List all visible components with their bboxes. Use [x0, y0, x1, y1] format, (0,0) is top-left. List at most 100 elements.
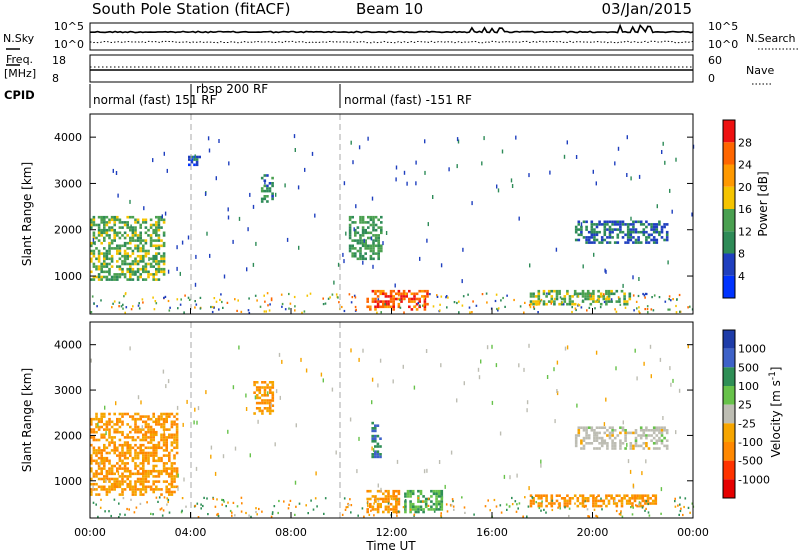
heatmap-cell [142, 469, 145, 473]
heatmap-cell [563, 154, 566, 159]
heatmap-cell [228, 161, 230, 166]
heatmap-cell [110, 469, 114, 473]
heatmap-cell [157, 446, 161, 450]
heatmap-cell [663, 429, 666, 432]
heatmap-cell [261, 394, 264, 397]
heatmap-cell [653, 294, 656, 297]
heatmap-cell [274, 442, 276, 447]
heatmap-cell [213, 306, 215, 309]
heatmap-cell [634, 228, 638, 231]
heatmap-cell [165, 384, 167, 389]
heatmap-cell [113, 223, 116, 227]
heatmap-cell [364, 257, 367, 261]
heatmap-cell [674, 505, 677, 508]
heatmap-cell [540, 509, 542, 512]
heatmap-cell [95, 438, 98, 442]
heatmap-cell [351, 247, 354, 250]
heatmap-cell [371, 508, 375, 511]
heatmap-cell [440, 514, 442, 517]
heatmap-cell [580, 442, 583, 445]
heatmap-cell [637, 220, 640, 224]
heatmap-cell [155, 433, 158, 437]
heatmap-cell [437, 508, 441, 511]
heatmap-cell [372, 226, 375, 229]
heatmap-cell [134, 239, 137, 242]
heatmap-cell [108, 420, 111, 424]
heatmap-cell [161, 514, 164, 517]
heatmap-cell [103, 464, 106, 468]
heatmap-cell [160, 215, 163, 219]
heatmap-cell [462, 247, 464, 252]
heatmap-cell [364, 241, 367, 245]
heatmap-cell [660, 434, 664, 437]
heatmap-cell [537, 504, 541, 508]
heatmap-cell [188, 158, 191, 161]
heatmap-cell [165, 449, 168, 452]
heatmap-cell [587, 426, 591, 429]
heatmap-cell [400, 295, 403, 298]
heatmap-cell [647, 233, 651, 237]
heatmap-cell [424, 500, 428, 503]
heatmap-cell [144, 262, 148, 266]
heatmap-cell [526, 515, 528, 518]
heatmap-cell [264, 180, 266, 185]
heatmap-cell [157, 488, 161, 491]
heatmap-cell [268, 391, 272, 394]
heatmap-cell [634, 444, 638, 448]
heatmap-cell [647, 241, 651, 244]
heatmap-cell [258, 409, 262, 413]
heatmap-cell [123, 441, 127, 444]
heatmap-cell [374, 305, 377, 309]
heatmap-cell [645, 241, 648, 244]
heatmap-cell [136, 247, 140, 250]
heatmap-cell [258, 396, 262, 400]
heatmap-cell [113, 218, 116, 222]
heatmap-cell [92, 430, 96, 434]
heatmap-cell [626, 431, 630, 435]
heatmap-cell [255, 241, 257, 246]
heatmap-cell [542, 494, 546, 497]
heatmap-cell [370, 509, 372, 512]
heatmap-cell [660, 236, 664, 239]
heatmap-cell [647, 311, 649, 314]
heatmap-cell [197, 516, 200, 519]
heatmap-cell [432, 195, 434, 199]
heatmap-cell [190, 160, 194, 164]
heatmap-cell [655, 439, 659, 442]
heatmap-cell [136, 417, 140, 421]
heatmap-cell [175, 443, 179, 447]
heatmap-cell [652, 447, 656, 450]
heatmap-cell [97, 485, 101, 489]
heatmap-cell [139, 443, 142, 447]
heatmap-cell [645, 429, 648, 432]
heatmap-cell [270, 297, 273, 300]
heatmap-cell [553, 297, 556, 300]
heatmap-cell [155, 423, 158, 426]
heatmap-cell [103, 456, 106, 460]
heatmap-cell [377, 483, 379, 488]
heatmap-cell [253, 381, 256, 384]
heatmap-cell [670, 299, 672, 302]
heatmap-cell [553, 300, 556, 303]
heatmap-cell [158, 246, 160, 251]
heatmap-cell [620, 499, 624, 503]
heatmap-cell [636, 497, 639, 500]
heatmap-cell [637, 236, 640, 239]
y-tick-label: 3000 [54, 177, 82, 190]
heatmap-cell [153, 308, 156, 311]
heatmap-cell [113, 464, 116, 468]
heatmap-cell [333, 280, 335, 285]
heatmap-cell [136, 488, 140, 491]
heatmap-cell [348, 244, 352, 248]
heatmap-cell [650, 308, 653, 311]
heatmap-cell [121, 477, 124, 481]
heatmap-cell [255, 386, 259, 389]
heatmap-cell [590, 241, 594, 244]
heatmap-cell [614, 161, 616, 166]
heatmap-cell [142, 301, 144, 304]
heatmap-cell [142, 488, 145, 491]
heatmap-cell [679, 496, 681, 499]
heatmap-cell [335, 450, 337, 455]
heatmap-cell [618, 499, 621, 503]
heatmap-cell [573, 293, 576, 296]
